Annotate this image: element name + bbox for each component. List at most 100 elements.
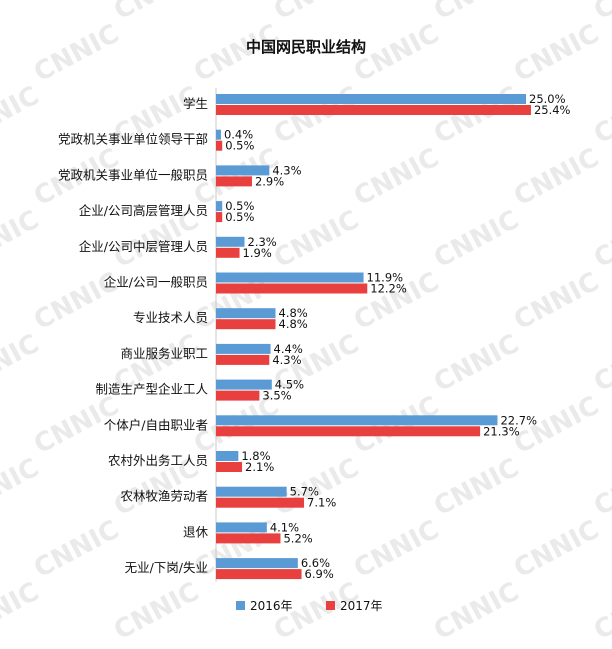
watermark-text: CNNIC	[29, 515, 124, 584]
bar-2016年	[216, 308, 276, 319]
category-group: 企业/公司一般职员 11.9%12.2%	[104, 271, 407, 296]
category-group: 党政机关事业单位领导干部 0.4%0.5%	[58, 128, 255, 153]
data-label: 4.8%	[279, 306, 308, 320]
watermark-text: CNNIC	[269, 81, 364, 150]
chart-title: 中国网民职业结构	[246, 38, 366, 56]
category-group: 无业/下岗/失业 6.6%6.9%	[125, 556, 334, 581]
category-group: 党政机关事业单位一般职员 4.3%2.9%	[58, 163, 302, 188]
category-label: 农村外出务工人员	[108, 453, 208, 468]
watermark-text: CNNIC	[29, 19, 124, 88]
bar-2016年	[216, 129, 221, 140]
data-label: 6.9%	[305, 567, 334, 581]
bar-2016年	[216, 486, 287, 497]
category-group: 退休 4.1%5.2%	[183, 520, 313, 545]
category-label: 制造生产型企业工人	[95, 382, 208, 397]
watermark-text: CNNIC	[509, 19, 604, 88]
bar-2017年	[216, 354, 270, 365]
watermark-text: CNNIC	[0, 453, 44, 522]
watermark-text: CNNIC	[349, 515, 444, 584]
data-label: 5.7%	[290, 485, 319, 499]
watermark-text: CNNIC	[429, 577, 524, 646]
category-group: 专业技术人员 4.8%4.8%	[133, 306, 308, 331]
data-label: 0.5%	[225, 139, 254, 153]
category-group: 农林牧渔劳动者 5.7%7.1%	[120, 485, 336, 510]
watermark-text: CNNIC	[429, 0, 524, 26]
bar-2017年	[216, 283, 368, 294]
watermark-text: CNNIC	[429, 453, 524, 522]
watermark-text: CNNIC	[269, 0, 364, 26]
watermark-text: CNNIC	[509, 515, 604, 584]
data-label: 6.6%	[301, 556, 330, 570]
category-label: 党政机关事业单位一般职员	[58, 167, 208, 182]
watermark-text: CNNIC	[429, 205, 524, 274]
data-label: 2.3%	[248, 235, 277, 249]
data-label: 21.3%	[483, 424, 520, 438]
data-label: 25.4%	[534, 103, 571, 117]
bar-2017年	[216, 319, 276, 330]
data-label: 1.9%	[243, 246, 272, 260]
bar-2016年	[216, 165, 270, 176]
bar-2016年	[216, 201, 223, 212]
data-label: 25.0%	[529, 92, 566, 106]
bar-2016年	[216, 343, 271, 354]
bar-2016年	[216, 236, 245, 247]
category-group: 商业服务业职工 4.4%4.3%	[120, 342, 302, 367]
watermark-text: CNNIC	[589, 205, 612, 274]
watermark-text: CNNIC	[109, 577, 204, 646]
bar-2017年	[216, 497, 305, 508]
legend-item: 2017年	[326, 599, 383, 613]
watermark-text: CNNIC	[0, 81, 44, 150]
data-label: 22.7%	[500, 413, 537, 427]
data-label: 5.2%	[283, 531, 312, 545]
bar-2016年	[216, 415, 498, 426]
data-label: 1.8%	[241, 449, 270, 463]
bar-2017年	[216, 212, 223, 223]
data-label: 2.9%	[255, 174, 284, 188]
category-group: 学生 25.0%25.4%	[183, 92, 571, 117]
data-label: 4.5%	[275, 378, 304, 392]
data-label: 2.1%	[245, 460, 274, 474]
category-label: 个体户/自由职业者	[104, 417, 208, 432]
data-label: 12.2%	[370, 282, 407, 296]
legend-swatch	[236, 601, 245, 610]
watermark-text: CNNIC	[0, 329, 44, 398]
data-label: 4.4%	[274, 342, 303, 356]
category-label: 企业/公司中层管理人员	[79, 239, 208, 254]
category-label: 企业/公司一般职员	[104, 275, 208, 290]
bar-2017年	[216, 426, 481, 437]
bar-2016年	[216, 94, 526, 104]
watermark-text: CNNIC	[589, 453, 612, 522]
bar-2017年	[216, 462, 243, 472]
category-label: 无业/下岗/失业	[125, 560, 208, 575]
watermark-text: CNNIC	[509, 267, 604, 336]
bar-2016年	[216, 272, 364, 283]
bar-2017年	[216, 105, 531, 115]
bar-2017年	[216, 569, 302, 580]
bar-2017年	[216, 533, 281, 544]
data-label: 0.4%	[224, 128, 253, 142]
data-label: 7.1%	[307, 496, 336, 510]
bar-2017年	[216, 247, 240, 258]
data-label: 4.3%	[272, 353, 301, 367]
data-label: 4.1%	[270, 520, 299, 534]
legend: 2016年 2017年	[236, 599, 383, 613]
watermark-text: CNNIC	[509, 143, 604, 212]
watermark-text: CNNIC	[109, 0, 204, 26]
watermark-text: CNNIC	[589, 329, 612, 398]
watermark-text: CNNIC	[0, 205, 44, 274]
watermark-text: CNNIC	[0, 0, 44, 26]
category-label: 退休	[183, 524, 209, 539]
bar-2016年	[216, 379, 272, 390]
watermark-text: CNNIC	[589, 0, 612, 26]
legend-item: 2016年	[236, 599, 293, 613]
category-label: 商业服务业职工	[120, 346, 208, 361]
bar-2017年	[216, 390, 260, 401]
data-label: 4.3%	[272, 163, 301, 177]
category-group: 农村外出务工人员 1.8%2.1%	[108, 449, 274, 474]
category-label: 学生	[183, 96, 208, 111]
plot-area: 学生 25.0%25.4% 党政机关事业单位领导干部 0.4%0.5% 党政机关事业单位…	[58, 88, 571, 582]
category-group: 企业/公司中层管理人员 2.3%1.9%	[79, 235, 277, 260]
category-group: 制造生产型企业工人 4.5%3.5%	[95, 378, 304, 403]
watermark-text: CNNIC	[0, 577, 44, 646]
